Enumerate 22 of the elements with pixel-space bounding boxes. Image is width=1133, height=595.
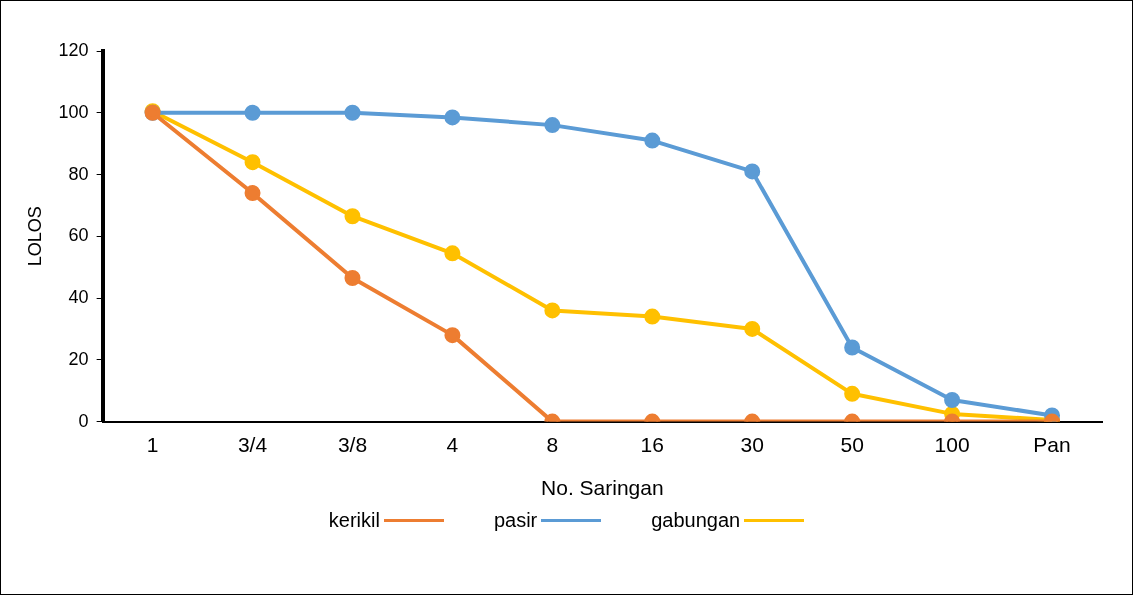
y-tick-label: 100: [58, 101, 89, 122]
x-tick-label: 30: [740, 433, 764, 456]
legend-label: pasir: [493, 509, 538, 532]
x-tick-label: 3/4: [237, 433, 268, 456]
x-tick-label: 3/8: [337, 433, 368, 456]
y-tick-label: 0: [78, 410, 89, 431]
y-tick-label: 40: [68, 287, 89, 308]
y-tick-label: 60: [68, 225, 89, 246]
x-tick-label: Pan: [1033, 433, 1071, 456]
y-tick-label: 20: [68, 348, 89, 369]
legend-label: kerikil: [328, 509, 380, 532]
x-axis-title: No. Saringan: [541, 476, 664, 500]
x-tick-label: 8: [546, 433, 559, 456]
x-tick-label: 16: [640, 433, 664, 456]
legend-label: gabungan: [651, 509, 741, 532]
y-tick-label: 120: [58, 39, 89, 60]
x-tick-label: 4: [446, 433, 459, 456]
x-tick-label: 100: [934, 433, 970, 456]
x-tick-label: 50: [840, 433, 864, 456]
y-axis-title: LOLOS: [24, 206, 45, 267]
y-tick-label: 80: [68, 163, 89, 184]
x-tick-label: 1: [146, 433, 159, 456]
